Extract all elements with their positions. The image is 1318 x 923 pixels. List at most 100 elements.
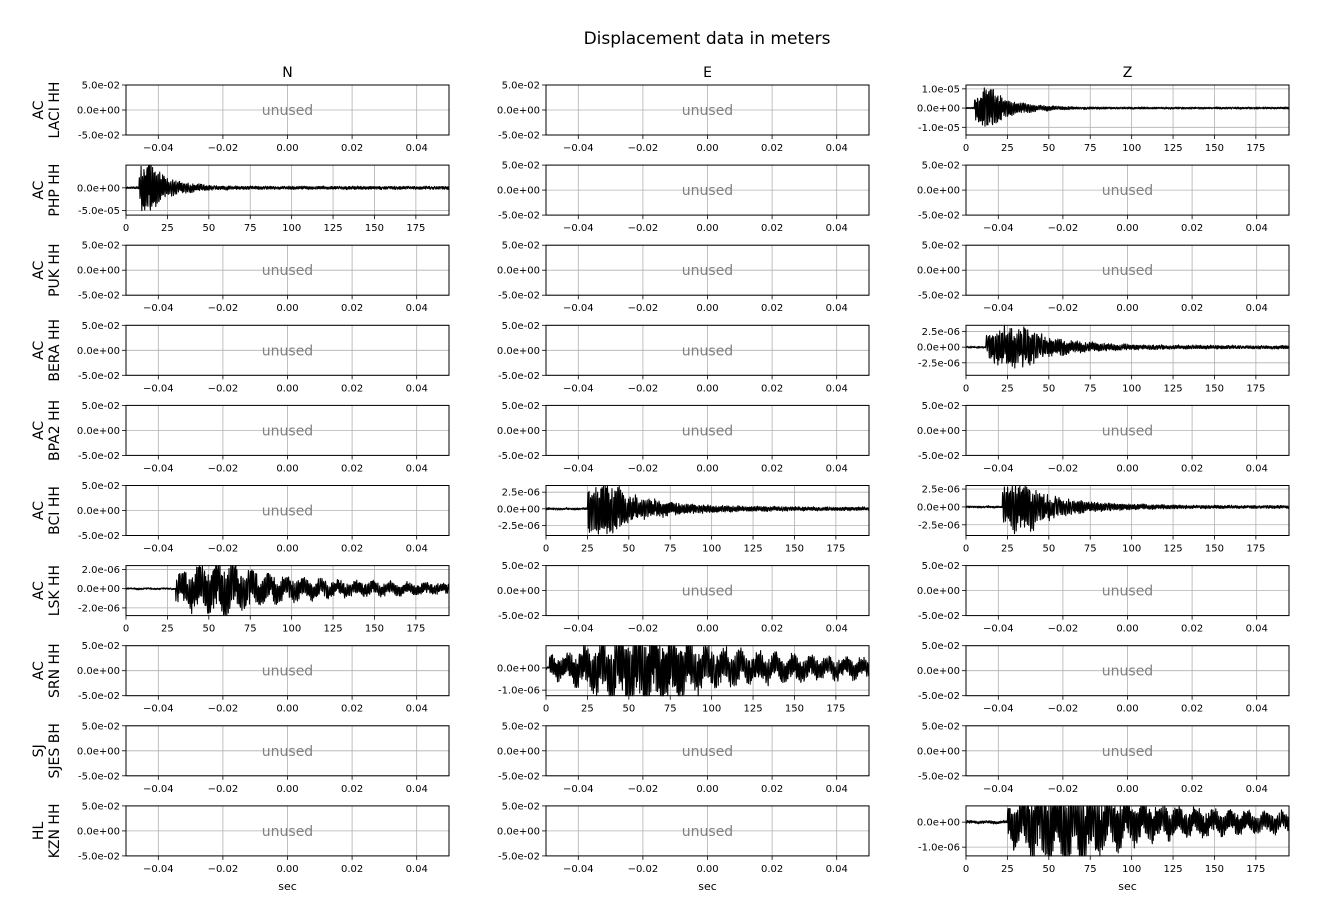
network-code: AC (31, 180, 47, 199)
y-tick-label: 5.0e-02 (82, 481, 120, 492)
row-puk-hh: ACPUK HH −0.04 −0.02 0.00 0.02 0.04 5.0e-02 0.0… (31, 241, 1290, 314)
x-tick-label: 75 (664, 544, 677, 555)
panel-z: 0 25 50 75 100 125 150 175 0.0e+00 -1.0e-06 sec (917, 805, 1290, 893)
axes-frame (545, 565, 870, 617)
column-header-z: Z (1123, 65, 1133, 81)
x-tick-label: −0.02 (628, 223, 659, 234)
x-tick-label: 75 (1084, 864, 1097, 875)
y-tick-label: 0.0e+00 (917, 818, 960, 829)
panel-z: −0.04 −0.02 0.00 0.02 0.04 5.0e-02 0.0e+00 -5.0… (917, 161, 1290, 234)
x-tick-label: −0.02 (628, 784, 659, 795)
y-tick-label: 0.0e+00 (497, 106, 540, 117)
x-tick-label: −0.04 (143, 383, 174, 394)
x-tick-label: 0.00 (276, 864, 298, 875)
waveform-trace (125, 565, 450, 617)
x-tick-label: 150 (1205, 383, 1224, 394)
row-bci-hh: ACBCI HH −0.04 −0.02 0.00 0.02 0.04 5.0e-02 0.0… (31, 481, 1290, 555)
x-tick-label: 0 (123, 223, 129, 234)
unused-label: unused (262, 744, 313, 760)
y-tick-label: -5.0e-02 (498, 291, 540, 302)
panel-n: −0.04 −0.02 0.00 0.02 0.04 5.0e-02 0.0e+00 -5.0… (77, 321, 450, 394)
panel-n: −0.04 −0.02 0.00 0.02 0.04 5.0e-02 0.0e+00 -5.0… (77, 721, 450, 795)
x-axis-label: sec (1118, 880, 1137, 893)
x-tick-label: −0.04 (563, 463, 594, 474)
x-tick-label: −0.04 (143, 463, 174, 474)
x-tick-label: 125 (1164, 544, 1183, 555)
waveform-trace (125, 164, 450, 212)
x-tick-label: 75 (1084, 544, 1097, 555)
row-label: ACBPA2 HH (31, 400, 63, 461)
x-tick-label: 0.02 (341, 864, 363, 875)
panel-e: −0.04 −0.02 0.00 0.02 0.04 5.0e-02 0.0e+00 -5.0… (497, 721, 870, 795)
axes-frame (965, 725, 1290, 777)
x-tick-label: −0.04 (983, 223, 1014, 234)
waveform-trace (545, 645, 870, 697)
row-srn-hh: ACSRN HH −0.04 −0.02 0.00 0.02 0.04 5.0e-02 0.0… (31, 641, 1290, 715)
y-tick-label: -2.5e-06 (918, 358, 960, 369)
x-tick-label: 0.00 (696, 864, 718, 875)
panel-n: −0.04 −0.02 0.00 0.02 0.04 5.0e-02 0.0e+00 -5.0… (77, 641, 450, 715)
x-axis-label: sec (278, 880, 297, 893)
y-tick-label: 5.0e-02 (502, 81, 540, 92)
x-tick-label: 0.04 (1246, 624, 1268, 635)
row-label: ACLSK HH (31, 565, 63, 616)
x-tick-label: 0 (543, 704, 549, 715)
y-tick-label: 5.0e-02 (922, 721, 960, 732)
x-tick-label: 0.04 (1246, 784, 1268, 795)
x-tick-label: 0.04 (406, 544, 428, 555)
row-laci-hh: ACLACI HH −0.04 −0.02 0.00 0.02 0.04 5.0e-02 0.… (31, 81, 1290, 154)
panel-n: 0 25 50 75 100 125 150 175 0.0e+00 -5.0e-05 (77, 164, 450, 234)
x-tick-label: −0.02 (1048, 223, 1079, 234)
y-tick-label: 0.0e+00 (917, 186, 960, 197)
row-label: ACBCI HH (31, 486, 63, 535)
x-tick-label: 0.00 (696, 784, 718, 795)
axes-frame (125, 84, 450, 136)
x-tick-label: 0.02 (761, 864, 783, 875)
x-tick-label: 150 (365, 223, 384, 234)
x-tick-label: 0.04 (826, 624, 848, 635)
station-channel: PUK HH (47, 244, 63, 297)
station-channel: PHP HH (47, 164, 63, 217)
x-tick-label: 0.00 (276, 704, 298, 715)
x-tick-label: 150 (1205, 544, 1224, 555)
unused-label: unused (682, 423, 733, 439)
x-tick-label: 0.04 (406, 303, 428, 314)
panel-e: −0.04 −0.02 0.00 0.02 0.04 5.0e-02 0.0e+00 -5.0… (497, 81, 870, 154)
x-tick-label: 175 (1246, 544, 1265, 555)
unused-label: unused (262, 824, 313, 840)
y-tick-label: -5.0e-02 (78, 371, 120, 382)
x-tick-label: 0.00 (1116, 624, 1138, 635)
x-tick-label: 175 (406, 624, 425, 635)
x-tick-label: 0.02 (761, 463, 783, 474)
y-tick-label: 5.0e-02 (502, 321, 540, 332)
y-tick-label: -2.5e-06 (498, 521, 540, 532)
x-tick-label: 175 (1246, 864, 1265, 875)
axes-frame (545, 84, 870, 136)
x-tick-label: 25 (581, 704, 594, 715)
y-tick-label: 0.0e+00 (77, 746, 120, 757)
unused-label: unused (262, 343, 313, 359)
x-tick-label: 25 (1001, 143, 1014, 154)
unused-label: unused (1102, 744, 1153, 760)
panel-e: −0.04 −0.02 0.00 0.02 0.04 5.0e-02 0.0e+00 -5.0… (497, 161, 870, 234)
axes-frame (545, 324, 870, 376)
panel-z: −0.04 −0.02 0.00 0.02 0.04 5.0e-02 0.0e+00 -5.0… (917, 641, 1290, 715)
x-tick-label: 0 (963, 544, 969, 555)
x-tick-label: −0.04 (983, 624, 1014, 635)
x-tick-label: 100 (1122, 544, 1141, 555)
axes-frame (545, 404, 870, 456)
x-tick-label: 0.02 (1181, 704, 1203, 715)
axes-frame (545, 164, 870, 216)
y-tick-label: 0.0e+00 (497, 186, 540, 197)
axes-frame (125, 805, 450, 857)
x-tick-label: −0.04 (143, 143, 174, 154)
x-tick-label: 75 (664, 704, 677, 715)
y-tick-label: 5.0e-02 (82, 81, 120, 92)
x-tick-label: 150 (365, 624, 384, 635)
unused-label: unused (262, 263, 313, 279)
y-tick-label: -5.0e-02 (78, 291, 120, 302)
station-rows: ACLACI HH−0.04 −0.02 0.00 0.02 0.045.0e-020.… (31, 81, 1290, 893)
axes-frame (965, 324, 1290, 376)
x-tick-label: 50 (1042, 864, 1055, 875)
unused-label: unused (262, 103, 313, 119)
